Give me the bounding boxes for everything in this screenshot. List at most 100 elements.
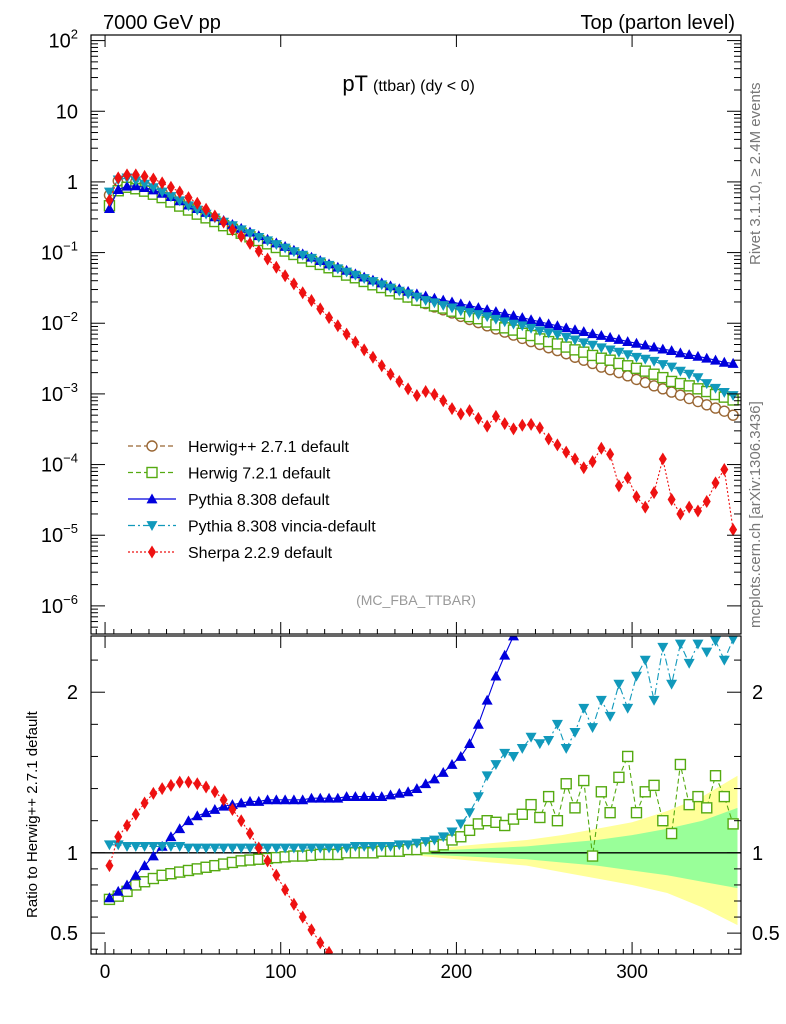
data-point-sherpa [667,493,676,507]
x-tick-label: 100 [265,962,297,983]
ratio-point-pythia [358,791,370,802]
legend-marker-vincia [146,521,158,531]
ratio-point-sherpa [202,780,211,794]
data-point-sherpa [158,176,167,190]
data-point-pythia [481,304,493,314]
data-point-pythia [543,318,555,329]
data-point-sherpa [377,359,386,373]
ratio-point-herwig7 [665,827,678,840]
main-y-tick-base: 10 [56,101,78,123]
data-point-vincia [657,360,669,371]
data-point-vincia [578,338,590,349]
data-point-sherpa [140,169,149,183]
data-point-pythia [534,316,546,327]
ratio-point-herwig7 [683,798,695,811]
data-point-sherpa [456,407,465,421]
data-point-sherpa [535,421,544,435]
ratio-point-vincia [191,843,203,854]
ratio-point-herwig7 [718,790,731,803]
ratio-point-pythia [288,794,300,805]
data-point-sherpa [254,244,263,258]
ratio-point-vincia [420,837,432,848]
ratio-point-pythia [297,794,309,805]
data-point-pythia [525,314,537,325]
ratio-point-vincia [648,695,660,706]
ratio-point-pythia [253,795,265,806]
ratio-point-vincia [578,703,590,714]
ratio-point-vincia [156,841,168,852]
main-y-tick-base: 10 [41,384,63,406]
data-point-vincia [349,270,361,281]
data-point-sherpa [658,452,667,466]
header-right: Top (parton level) [580,12,735,34]
ratio-point-vincia [630,671,642,682]
data-point-vincia [147,183,159,194]
ratio-point-sherpa [140,796,149,810]
legend-label-pythia: Pythia 8.308 default [188,492,330,509]
data-point-sherpa [614,479,623,493]
ratio-point-pythia [508,636,519,641]
data-point-vincia [455,306,467,317]
main-panel-frame [90,34,742,635]
ratio-point-vincia [341,843,353,854]
data-point-sherpa [210,209,219,223]
data-point-sherpa [202,202,211,216]
ratio-point-herwig7 [560,778,572,790]
data-point-sherpa [368,350,377,364]
data-point-sherpa [325,311,334,325]
data-point-pythia [701,352,713,363]
main-y-tick-label: 10−2 [41,309,78,335]
ratio-y-tick-label: 1 [67,843,78,865]
data-point-pythia [490,306,502,317]
data-point-sherpa [720,463,729,477]
ratio-point-vincia [393,840,405,851]
data-point-vincia [297,250,309,261]
data-point-sherpa [579,461,588,475]
ratio-point-pythia [402,786,414,797]
data-point-sherpa [237,229,246,243]
main-y-tick-label: 102 [49,27,78,53]
legend-label-sherpa: Sherpa 2.2.9 default [188,545,333,562]
data-point-vincia [393,286,405,297]
data-point-vincia [472,310,484,320]
ratio-point-pythia [183,815,194,826]
ratio-point-herwig7 [701,802,713,814]
ratio-point-pythia [376,791,388,802]
ratio-point-vincia [481,771,493,782]
data-point-pythia [666,345,678,355]
ratio-point-pythia [499,649,511,660]
ratio-point-vincia [323,843,335,854]
ratio-point-vincia [490,760,502,770]
data-point-vincia [464,308,476,318]
ratio-point-pythia [209,803,221,814]
ratio-point-vincia [270,843,282,854]
data-point-vincia [446,303,458,314]
data-point-pythia [508,310,519,321]
ratio-point-herwig7 [516,808,528,820]
data-point-sherpa [693,504,702,518]
data-point-vincia [508,319,519,330]
data-point-vincia [376,280,388,291]
main-y-tick-exp: −2 [63,309,78,324]
data-point-sherpa [386,367,395,381]
x-tick-label: 200 [441,962,473,983]
ratio-point-herwig7 [525,798,537,811]
data-point-sherpa [588,455,597,469]
ratio-y-tick-label-right: 2 [752,682,763,704]
ratio-point-sherpa [158,782,167,796]
legend-marker-pythia [146,493,158,504]
main-y-tick-exp: −3 [63,380,78,395]
ratio-point-pythia [165,831,177,842]
ratio-point-vincia [543,735,555,746]
data-point-sherpa [351,335,360,349]
ratio-y-tick-label-right: 1 [752,843,763,865]
ratio-point-pythia [323,792,335,803]
data-point-pythia [718,356,730,367]
data-point-vincia [701,379,713,390]
data-point-pythia [464,300,476,311]
ratio-panel-frame [90,635,742,955]
data-point-vincia [516,321,528,332]
data-point-sherpa [123,168,132,182]
data-point-pythia [710,354,722,365]
